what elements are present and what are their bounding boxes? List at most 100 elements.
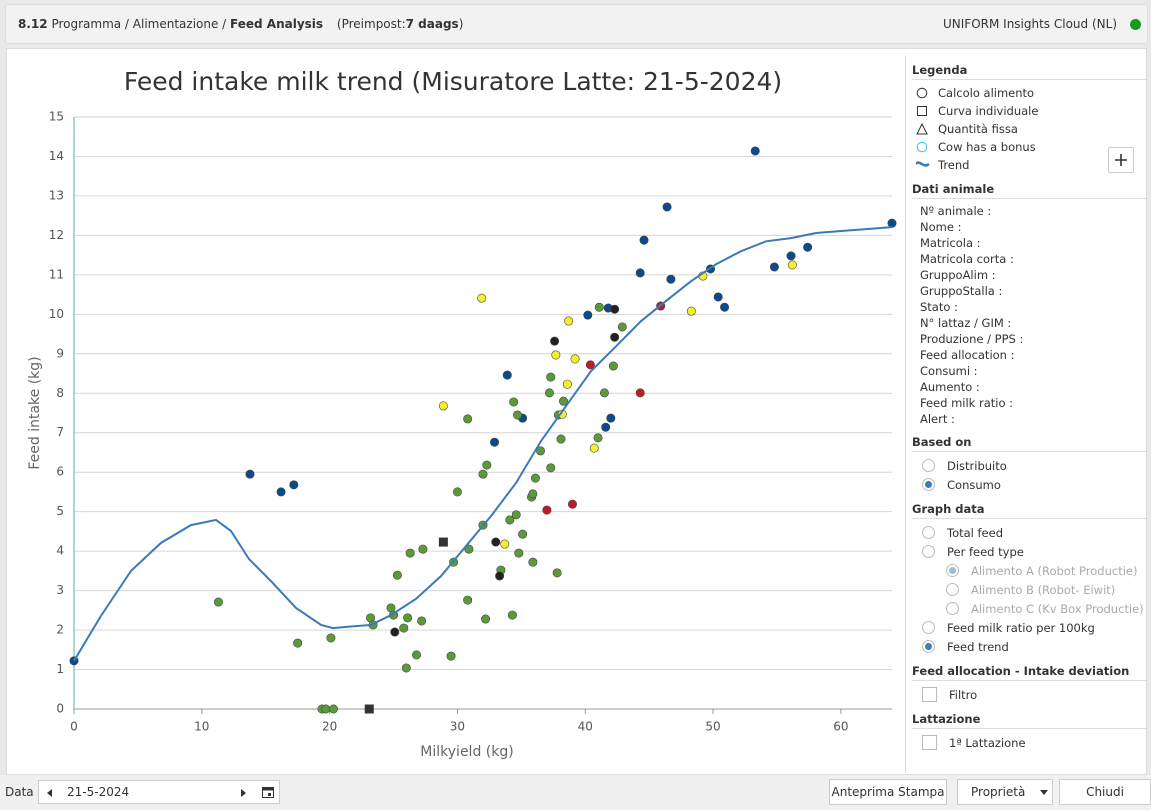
y-tick-label: 13 (49, 188, 64, 202)
legend-item: Calcolo alimento (912, 84, 1148, 102)
point (713, 292, 723, 302)
point (635, 268, 645, 278)
content-panel: Feed intake milk trend (Misuratore Latte… (6, 48, 1147, 775)
y-axis-label: Feed intake (kg) (27, 356, 43, 469)
point (438, 537, 448, 547)
point (559, 396, 569, 406)
radio-option[interactable]: Feed milk ratio per 100kg (912, 618, 1148, 637)
point (787, 260, 797, 270)
point (635, 388, 645, 398)
point (518, 529, 528, 539)
app-name: UNIFORM Insights Cloud (NL) (943, 17, 1117, 31)
field-label: Nº animale : (920, 204, 992, 218)
x-tick-label: 50 (705, 720, 720, 734)
field-label: Matricola : (920, 236, 981, 250)
x-tick-label: 10 (194, 720, 209, 734)
y-tick-label: 11 (49, 267, 64, 281)
point (546, 463, 556, 473)
checkbox-option[interactable]: Filtro (912, 685, 1148, 704)
point (528, 557, 538, 567)
point (390, 627, 400, 637)
radio (922, 478, 935, 491)
close-button[interactable]: Chiudi (1059, 779, 1151, 805)
legend-label: Cow has a bonus (938, 140, 1036, 154)
point (364, 704, 374, 714)
point (550, 336, 560, 346)
y-tick-label: 3 (56, 583, 64, 597)
point (585, 360, 595, 370)
y-tick-label: 14 (49, 149, 64, 163)
plus-icon (1115, 154, 1127, 166)
point (213, 597, 223, 607)
radio-option[interactable]: Consumo (912, 475, 1148, 494)
field-label: GruppoAlim : (920, 268, 996, 282)
point (417, 616, 427, 626)
point (505, 515, 515, 525)
radio-option[interactable]: Per feed type (912, 542, 1148, 561)
y-tick-label: 6 (56, 465, 64, 479)
radio-option[interactable]: Alimento C (Kv Box Productie) (912, 599, 1148, 618)
legend-label: Curva individuale (938, 104, 1039, 118)
point (399, 623, 409, 633)
point (530, 473, 540, 483)
sidebar: Legenda Calcolo alimento Curva individuale… (905, 55, 1148, 773)
point (490, 437, 500, 447)
point (412, 650, 422, 660)
preset-close: ) (458, 17, 464, 31)
radio-label: Alimento A (Robot Productie) (971, 563, 1138, 578)
field-label: GruppoStalla : (920, 284, 1003, 298)
y-tick-label: 2 (56, 623, 64, 637)
point (564, 316, 574, 326)
point (542, 505, 552, 515)
legend-label: Calcolo alimento (938, 86, 1035, 100)
point (536, 446, 546, 456)
field-label: Feed milk ratio : (920, 396, 1014, 410)
point (482, 460, 492, 470)
point (610, 332, 620, 342)
point (720, 302, 730, 312)
properties-label: Proprietà (971, 785, 1026, 799)
x-tick-label: 30 (450, 720, 465, 734)
checkbox-option[interactable]: 1ª Lattazione (912, 733, 1148, 752)
point (601, 422, 611, 432)
radio (922, 526, 935, 539)
properties-button[interactable]: Proprietà (957, 779, 1053, 805)
radio (946, 564, 959, 577)
point (509, 397, 519, 407)
chart: Feed intake milk trend (Misuratore Latte… (27, 67, 897, 760)
point (511, 510, 521, 520)
point (686, 306, 696, 316)
legend-icon (916, 161, 930, 167)
radio-option[interactable]: Total feed (912, 523, 1148, 542)
point (438, 401, 448, 411)
radio-option[interactable]: Alimento A (Robot Productie) (912, 561, 1148, 580)
legend-icon (916, 123, 928, 135)
radio-label: Distribuito (947, 458, 1007, 473)
radio-label: Per feed type (947, 544, 1024, 559)
radio-option[interactable]: Alimento B (Robot- Eiwit) (912, 580, 1148, 599)
point (803, 242, 813, 252)
radio-option[interactable]: Feed trend (912, 637, 1148, 656)
point (491, 537, 501, 547)
radio-label: Feed milk ratio per 100kg (947, 620, 1095, 635)
checkbox-label: Filtro (949, 687, 978, 702)
point (887, 218, 897, 228)
point (405, 548, 415, 558)
y-tick-label: 0 (56, 702, 64, 716)
header-bar: 8.12 Programma / Alimentazione / Feed An… (5, 4, 1148, 44)
print-button[interactable]: Anteprima Stampa (829, 779, 947, 805)
legend-item: Cow has a bonus (912, 138, 1148, 156)
date-input[interactable]: 21-5-2024 (38, 780, 280, 804)
point (639, 235, 649, 245)
point (392, 570, 402, 580)
radio-option[interactable]: Distribuito (912, 456, 1148, 475)
print-label: Anteprima Stampa (831, 785, 945, 799)
point (606, 413, 616, 423)
add-button[interactable] (1108, 147, 1134, 173)
point (750, 146, 760, 156)
point (245, 469, 255, 479)
point (546, 372, 556, 382)
x-axis-label: Milkyield (kg) (420, 744, 513, 760)
field-label: N° lattaz / GIM : (920, 316, 1012, 330)
